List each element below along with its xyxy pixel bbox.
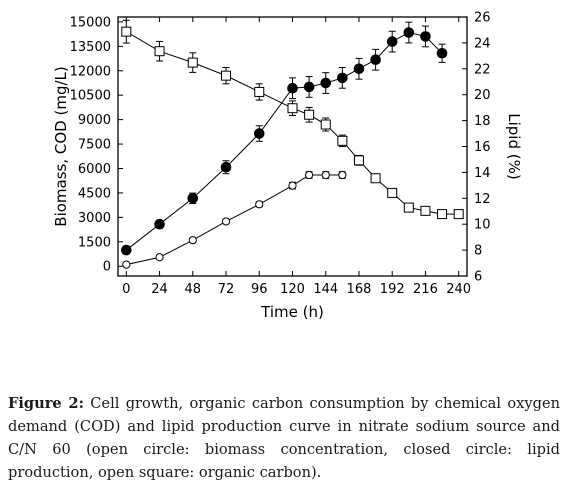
y-tick-label: 10500 xyxy=(70,89,111,104)
data-point xyxy=(387,187,398,198)
data-point xyxy=(154,218,165,230)
x-tick-label: 96 xyxy=(251,282,268,297)
y2-tick-label: 10 xyxy=(474,218,491,233)
data-point xyxy=(337,135,348,146)
x-tick-label: 72 xyxy=(218,282,235,297)
x-tick-label: 48 xyxy=(185,282,202,297)
y2-tick-label: 14 xyxy=(474,166,491,181)
y2-axis-ticks: 6 8 10 12 14 16 18 20 22 24 26 xyxy=(462,11,491,285)
y2-tick-label: 26 xyxy=(474,11,491,26)
y-tick-label: 1500 xyxy=(78,235,111,250)
data-point xyxy=(221,70,232,81)
data-point xyxy=(255,200,264,209)
data-point xyxy=(320,119,331,130)
series-line xyxy=(126,32,443,251)
data-point xyxy=(320,77,332,89)
data-point xyxy=(303,81,315,93)
y-tick-label: 3000 xyxy=(78,211,111,226)
data-point xyxy=(253,128,265,139)
data-point xyxy=(403,202,414,213)
y-tick-label: 9000 xyxy=(78,113,111,128)
y-tick-label: 15000 xyxy=(70,15,111,30)
data-point xyxy=(287,82,298,94)
y2-tick-label: 18 xyxy=(474,114,491,129)
chart: 0 24 48 72 96 120 144 168 192 216 240 015003000450… xyxy=(52,11,523,322)
data-point xyxy=(338,170,347,180)
plot-frame xyxy=(117,16,468,277)
x-tick-label: 168 xyxy=(347,282,372,297)
caption-text: Cell growth, organic carbon consumption … xyxy=(8,395,560,481)
data-point xyxy=(386,36,398,47)
data-point xyxy=(254,86,265,97)
data-point xyxy=(121,26,132,37)
data-point xyxy=(305,170,314,180)
data-point xyxy=(370,54,381,66)
y-tick-label: 13500 xyxy=(70,40,111,55)
x-tick-label: 240 xyxy=(446,282,471,297)
data-point xyxy=(288,181,297,190)
data-point xyxy=(287,103,298,114)
data-point xyxy=(337,72,348,84)
y-tick-label: 7500 xyxy=(78,138,111,153)
data-point xyxy=(220,161,232,173)
y2-axis-title: Lipid (%) xyxy=(505,113,523,179)
series-open-square xyxy=(121,19,464,220)
plot-border xyxy=(117,16,468,277)
y2-tick-label: 12 xyxy=(474,192,491,207)
data-point xyxy=(353,63,365,75)
figure-caption: Figure 2: Cell growth, organic carbon co… xyxy=(8,392,560,484)
data-point xyxy=(453,209,464,220)
y-axis-title: Biomass, COD (mg/L) xyxy=(52,66,70,226)
data-point xyxy=(420,205,431,216)
y-tick-label: 0 xyxy=(103,260,111,275)
data-point xyxy=(304,109,315,120)
series-filled-circle xyxy=(121,21,448,256)
data-point xyxy=(403,27,415,38)
data-point xyxy=(353,155,364,166)
x-axis-title: Time (h) xyxy=(260,303,324,321)
data-point xyxy=(188,236,197,245)
y2-tick-label: 6 xyxy=(474,270,482,285)
y-axis-ticks: 0 1500 3000 4500 6000 7500 9000 10500 12000 13500… xyxy=(70,15,123,275)
data-point xyxy=(155,253,164,262)
y2-tick-label: 22 xyxy=(474,62,491,77)
y2-tick-label: 16 xyxy=(474,140,491,155)
data-point xyxy=(420,31,431,42)
data-point xyxy=(321,170,330,180)
x-tick-label: 192 xyxy=(380,282,405,297)
x-tick-label: 216 xyxy=(413,282,438,297)
series-layer xyxy=(121,19,464,269)
data-point xyxy=(370,173,381,184)
data-point xyxy=(187,193,199,204)
x-tick-label: 24 xyxy=(151,282,168,297)
series-line xyxy=(126,31,459,215)
data-point xyxy=(122,260,131,269)
data-point xyxy=(437,209,448,220)
x-tick-label: 144 xyxy=(313,282,338,297)
data-point xyxy=(121,244,132,256)
x-tick-label: 120 xyxy=(280,282,305,297)
y2-tick-label: 24 xyxy=(474,36,491,51)
data-point xyxy=(154,46,165,57)
y2-tick-label: 8 xyxy=(474,244,482,259)
data-point xyxy=(436,47,448,59)
y-tick-label: 4500 xyxy=(78,186,111,201)
y-tick-label: 6000 xyxy=(78,162,111,177)
x-tick-label: 0 xyxy=(122,282,130,297)
x-axis-ticks: 0 24 48 72 96 120 144 168 192 216 240 xyxy=(122,17,471,297)
data-point xyxy=(187,57,198,68)
y-tick-label: 12000 xyxy=(70,64,111,79)
caption-label: Figure 2: xyxy=(8,395,84,412)
y2-tick-label: 20 xyxy=(474,88,491,103)
series-open-circle xyxy=(122,170,347,269)
data-point xyxy=(221,217,231,226)
